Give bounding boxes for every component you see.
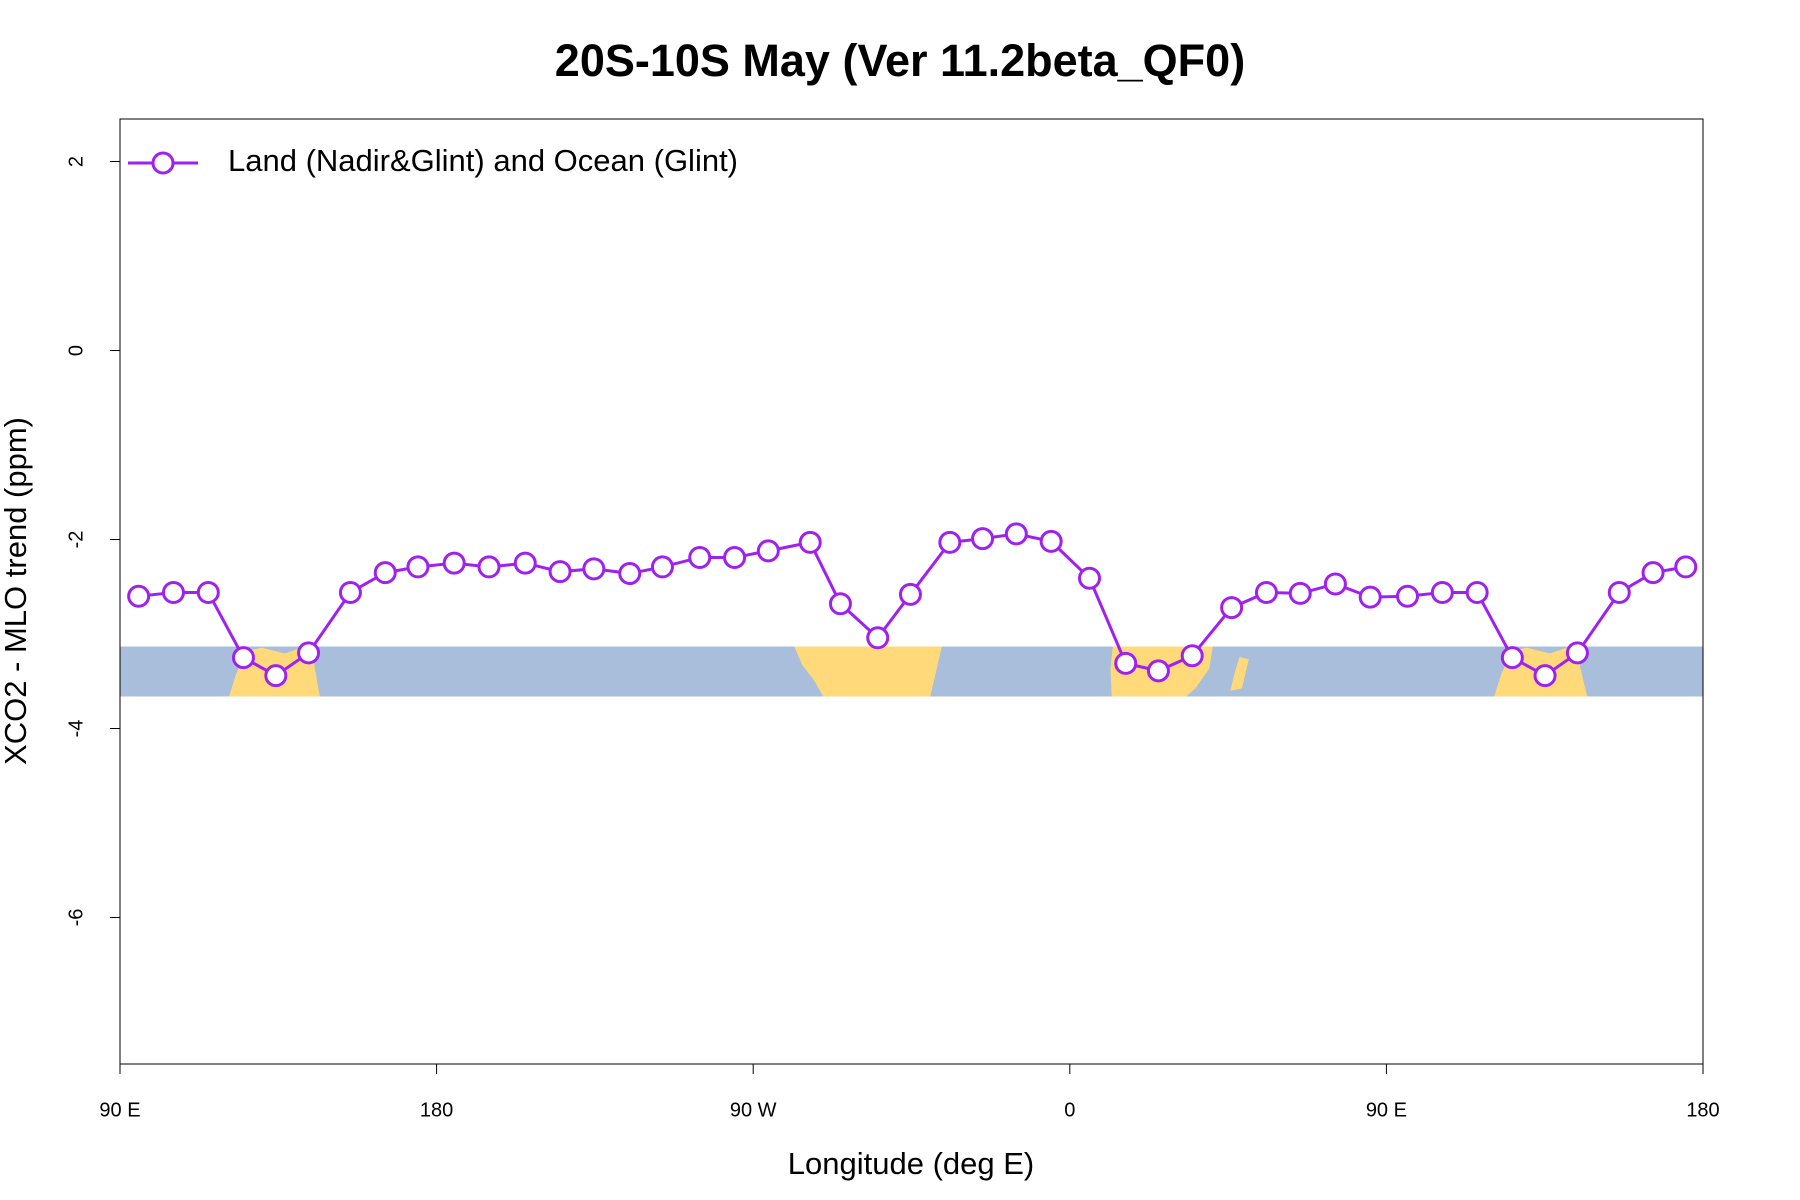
data-point bbox=[406, 555, 430, 579]
data-point bbox=[618, 562, 642, 586]
data-point bbox=[264, 664, 288, 688]
data-point bbox=[1358, 585, 1382, 609]
data-point bbox=[297, 641, 321, 665]
data-point bbox=[938, 530, 962, 554]
data-point bbox=[548, 560, 572, 584]
x-axis-label: Longitude (deg E) bbox=[788, 1146, 1034, 1181]
data-point bbox=[1500, 646, 1524, 670]
legend-marker bbox=[151, 151, 175, 175]
x-tick-label: 90 W bbox=[730, 1099, 777, 1121]
data-point bbox=[1565, 641, 1589, 665]
x-tick-label: 180 bbox=[1686, 1099, 1719, 1121]
land bbox=[1230, 656, 1249, 691]
data-point bbox=[1039, 529, 1063, 553]
x-tick-label: 90 E bbox=[99, 1099, 140, 1121]
data-point bbox=[477, 555, 501, 579]
y-tick-label: -2 bbox=[65, 531, 87, 549]
data-point bbox=[866, 626, 890, 650]
data-point bbox=[442, 551, 466, 575]
y-tick-label: -6 bbox=[65, 909, 87, 927]
data-point bbox=[723, 545, 747, 569]
data-point bbox=[1077, 566, 1101, 590]
data-point bbox=[1288, 581, 1312, 605]
land bbox=[794, 646, 942, 697]
data-point bbox=[1641, 561, 1665, 585]
data-point bbox=[582, 557, 606, 581]
data-point bbox=[756, 539, 780, 563]
data-point bbox=[898, 582, 922, 606]
data-point bbox=[688, 545, 712, 569]
data-point bbox=[373, 561, 397, 585]
data-point bbox=[338, 580, 362, 604]
data-point bbox=[1396, 584, 1420, 608]
data-point bbox=[196, 580, 220, 604]
y-tick-label: 0 bbox=[65, 345, 87, 356]
y-tick-label: -4 bbox=[65, 720, 87, 738]
chart-title: 20S-10S May (Ver 11.2beta_QF0) bbox=[555, 35, 1245, 86]
data-point bbox=[1430, 580, 1454, 604]
data-point bbox=[231, 646, 255, 670]
data-point bbox=[1254, 580, 1278, 604]
data-point bbox=[971, 527, 995, 551]
data-point bbox=[1533, 664, 1557, 688]
data-point bbox=[1180, 644, 1204, 668]
data-point bbox=[798, 530, 822, 554]
map-strip bbox=[119, 646, 1704, 697]
data-point bbox=[1323, 572, 1347, 596]
data-point bbox=[828, 592, 852, 616]
x-tick-label: 180 bbox=[420, 1099, 453, 1121]
data-point bbox=[127, 584, 151, 608]
data-point bbox=[161, 580, 185, 604]
data-point bbox=[1004, 522, 1028, 546]
y-tick-label: 2 bbox=[65, 156, 87, 167]
data-point bbox=[1114, 651, 1138, 675]
data-point bbox=[1607, 580, 1631, 604]
data-point bbox=[1674, 555, 1698, 579]
data-point bbox=[1220, 596, 1244, 620]
data-point bbox=[1465, 580, 1489, 604]
x-tick-label: 0 bbox=[1064, 1099, 1075, 1121]
legend-label: Land (Nadir&Glint) and Ocean (Glint) bbox=[228, 143, 738, 178]
y-axis-label: XCO2 - MLO trend (ppm) bbox=[0, 417, 33, 765]
x-tick-label: 90 E bbox=[1366, 1099, 1407, 1121]
data-point bbox=[1146, 659, 1170, 683]
data-point bbox=[650, 555, 674, 579]
data-point bbox=[513, 551, 537, 575]
